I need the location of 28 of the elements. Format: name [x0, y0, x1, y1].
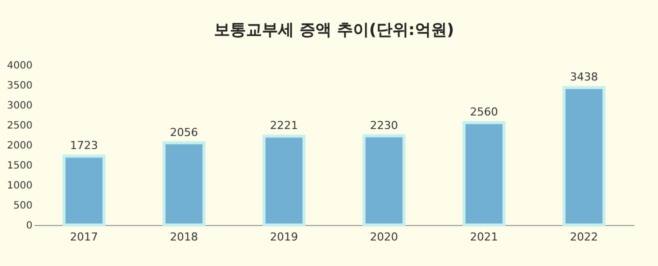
chart-title: 보통교부세 증액 추이(단위:억원)	[214, 20, 454, 39]
y-tick-label: 0	[26, 220, 32, 232]
y-tick-label: 500	[13, 200, 32, 212]
bar	[62, 154, 106, 226]
x-tick-label: 2018	[170, 230, 198, 244]
x-tick-label: 2019	[270, 230, 298, 244]
bar	[462, 121, 506, 226]
y-tick-label: 1500	[7, 160, 32, 172]
x-tick-label: 2017	[70, 230, 98, 244]
y-tick-label: 2000	[7, 140, 32, 152]
x-tick-label: 2021	[470, 230, 498, 244]
y-tick-label: 1000	[7, 180, 32, 192]
data-label: 2230	[370, 118, 398, 132]
bar	[362, 134, 406, 226]
bar	[162, 141, 206, 226]
bar	[562, 86, 606, 226]
y-tick-label: 3500	[7, 80, 32, 92]
data-label: 1723	[70, 139, 98, 152]
data-label: 2560	[470, 106, 498, 119]
data-label: 2056	[170, 126, 198, 139]
y-tick-label: 4000	[7, 60, 32, 72]
y-tick-label: 3000	[7, 100, 32, 112]
x-tick-label: 2022	[570, 230, 598, 244]
bar	[262, 134, 306, 226]
x-tick-label: 2020	[370, 230, 398, 244]
data-label: 2221	[270, 119, 298, 132]
y-tick-label: 2500	[7, 120, 32, 132]
data-label: 3438	[570, 70, 598, 84]
